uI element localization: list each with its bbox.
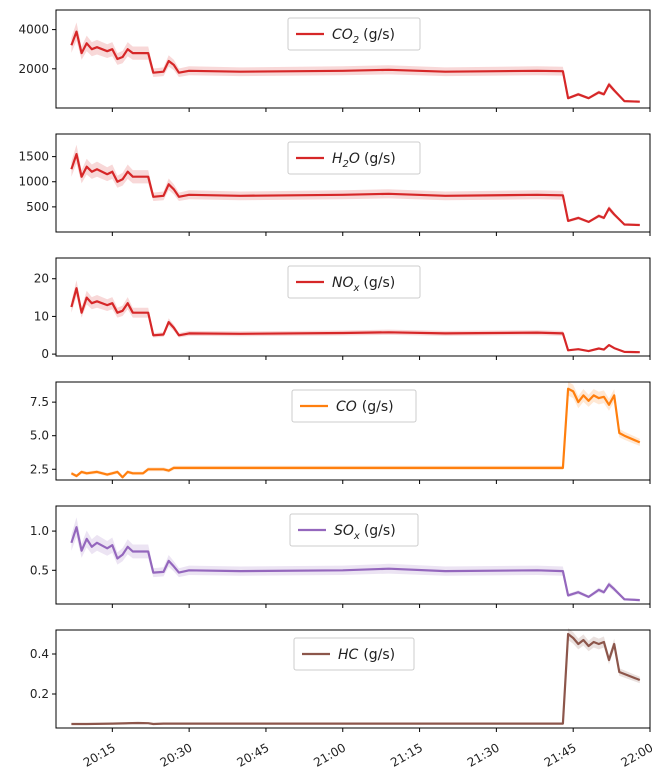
axes-frame-1 — [55, 9, 651, 109]
legend-box-5 — [289, 513, 419, 547]
series-line-4 — [70, 387, 641, 479]
y-tick-label-3-0: 0 — [41, 347, 49, 361]
y-tick-label-2-1: 1000 — [18, 175, 49, 189]
uncertainty-band-4 — [71, 381, 640, 479]
y-tick-label-4-1: 5.0 — [30, 429, 49, 443]
y-tick-label-4-2: 7.5 — [30, 395, 49, 409]
axes-frame-6 — [55, 629, 651, 729]
x-tick-label-2: 20:45 — [234, 740, 271, 769]
legend-6: HC (g/s) — [293, 637, 415, 671]
y-tick-label-1-1: 4000 — [18, 23, 49, 37]
legend-box-2 — [287, 141, 421, 175]
legend-label-2: H2O (g/s) — [332, 151, 396, 170]
panel-6: 0.2 0.4 HC (g/s) — [30, 628, 651, 732]
legend-label-5: SOx (g/s) — [334, 523, 396, 542]
series-line-3 — [70, 287, 640, 354]
series-line-2 — [70, 153, 640, 227]
x-tick-label-3: 21:00 — [311, 740, 348, 769]
uncertainty-band-6 — [71, 628, 640, 725]
panel-5: 0.5 1.0 SOx (g/s) — [30, 505, 651, 608]
x-tick-label-5: 21:30 — [465, 740, 502, 769]
legend-label-6: HC (g/s) — [338, 647, 395, 663]
legend-4: CO (g/s) — [291, 389, 417, 423]
y-tick-label-4-0: 2.5 — [30, 462, 49, 476]
legend-box-3 — [287, 265, 421, 299]
legend-2: H2O (g/s) — [287, 141, 421, 175]
legend-1: CO2 (g/s) — [287, 17, 421, 51]
panel-3: 0 10 20 NOx (g/s) — [34, 257, 651, 361]
legend-box-1 — [287, 17, 421, 51]
axes-frame-5 — [55, 505, 651, 605]
y-tick-label-5-0: 0.5 — [30, 563, 49, 577]
x-tick-label-6: 21:45 — [542, 740, 579, 769]
axes-frame-2 — [55, 133, 651, 233]
legend-3: NOx (g/s) — [287, 265, 421, 299]
legend-box-6 — [293, 637, 415, 671]
axes-frame-3 — [55, 257, 651, 357]
y-tick-label-6-1: 0.4 — [30, 647, 49, 661]
y-tick-label-5-1: 1.0 — [30, 524, 49, 538]
y-tick-label-1-0: 2000 — [18, 62, 49, 76]
legend-label-1: CO2 (g/s) — [332, 27, 395, 46]
panel-1: 2000 4000 CO2 (g/s) — [18, 9, 651, 112]
panel-4: 2.5 5.0 7.5 CO (g/s) — [30, 381, 651, 484]
x-tick-label-7: 22:00 — [619, 740, 652, 769]
legend-5: SOx (g/s) — [289, 513, 419, 547]
y-tick-label-2-2: 1500 — [18, 150, 49, 164]
y-tick-label-3-2: 20 — [34, 272, 49, 286]
series-line-5 — [70, 526, 640, 602]
uncertainty-band-5 — [71, 517, 640, 602]
series-line-6 — [71, 632, 641, 726]
axes-frame-4 — [55, 381, 651, 481]
y-tick-label-3-1: 10 — [34, 309, 49, 323]
legend-box-4 — [291, 389, 417, 423]
legend-label-4: CO (g/s) — [336, 399, 394, 415]
panel-2: 500 1000 1500 H2O (g/s) — [18, 133, 651, 236]
x-tick-label-0: 20:15 — [81, 740, 118, 769]
legend-label-3: NOx (g/s) — [332, 275, 395, 294]
x-tick-label-1: 20:30 — [158, 740, 195, 769]
series-line-1 — [70, 30, 640, 103]
x-tick-label-4: 21:15 — [388, 740, 425, 769]
y-tick-label-6-0: 0.2 — [30, 687, 49, 701]
y-tick-label-2-0: 500 — [26, 200, 49, 214]
